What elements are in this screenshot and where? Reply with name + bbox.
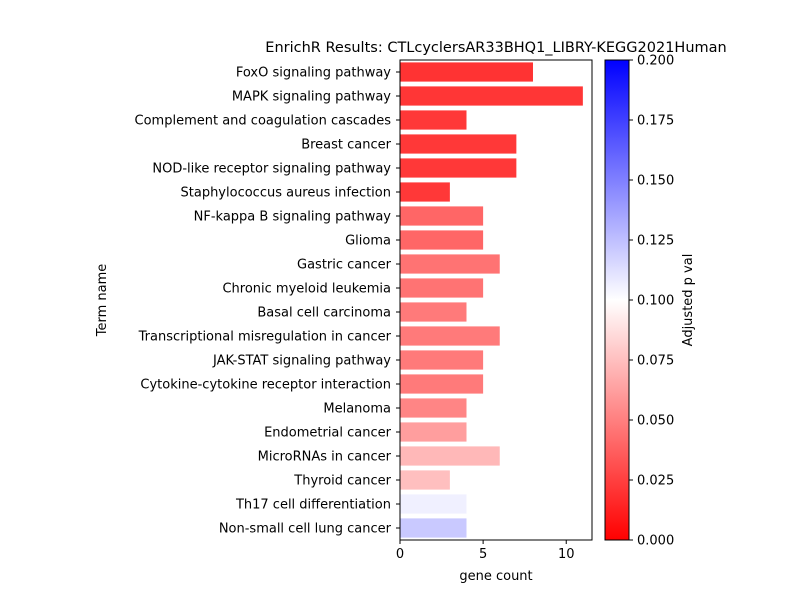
colorbar-tick-label: 0.125 xyxy=(637,234,674,249)
bar xyxy=(400,398,467,418)
term-label: Complement and coagulation cascades xyxy=(135,114,392,129)
x-ticks-group: 0 5 10 xyxy=(396,540,575,562)
colorbar-tick-label: 0.175 xyxy=(637,114,674,129)
term-label: Breast cancer xyxy=(301,138,391,153)
x-tick-label: 0 xyxy=(396,547,404,562)
bar xyxy=(400,86,583,106)
term-label: Basal cell carcinoma xyxy=(257,306,391,321)
term-label: MicroRNAs in cancer xyxy=(258,450,392,465)
bar xyxy=(400,518,467,538)
term-label: Gastric cancer xyxy=(297,258,392,273)
x-tick-label: 5 xyxy=(479,547,487,562)
term-label: Chronic myeloid leukemia xyxy=(222,282,391,297)
term-label: Cytokine-cytokine receptor interaction xyxy=(140,378,391,393)
term-label: NOD-like receptor signaling pathway xyxy=(152,162,391,177)
term-label: Transcriptional misregulation in cancer xyxy=(138,330,392,345)
term-label: Melanoma xyxy=(323,402,391,417)
bars-group xyxy=(400,62,583,538)
chart-title: EnrichR Results: CTLcyclersAR33BHQ1_LIBR… xyxy=(265,40,726,56)
bar xyxy=(400,470,450,490)
colorbar-tick-label: 0.075 xyxy=(637,354,674,369)
colorbar xyxy=(604,59,630,541)
colorbar-ticks-group: 0.000 0.025 0.050 0.075 0.100 0.125 0.150 0.175… xyxy=(629,54,674,549)
bar xyxy=(400,494,467,514)
bar xyxy=(400,230,484,250)
bar xyxy=(400,110,467,130)
colorbar-tick-label: 0.200 xyxy=(637,54,674,69)
bar xyxy=(400,206,484,226)
bar xyxy=(400,134,517,154)
bar xyxy=(400,326,500,346)
term-label: MAPK signaling pathway xyxy=(232,90,391,105)
bar xyxy=(400,158,517,178)
colorbar-tick-label: 0.100 xyxy=(637,294,674,309)
term-label: Thyroid cancer xyxy=(293,474,391,489)
y-axis-label: Term name xyxy=(95,264,110,338)
bar xyxy=(400,62,533,82)
colorbar-tick-label: 0.150 xyxy=(637,174,674,189)
bar xyxy=(400,182,450,202)
x-tick-label: 10 xyxy=(558,547,575,562)
x-axis-label: gene count xyxy=(459,569,532,584)
bar xyxy=(400,446,500,466)
colorbar-tick-label: 0.050 xyxy=(637,414,674,429)
term-label: Th17 cell differentiation xyxy=(235,498,391,513)
bar xyxy=(400,278,484,298)
colorbar-tick-label: 0.025 xyxy=(637,474,674,489)
term-label: JAK-STAT signaling pathway xyxy=(212,354,391,369)
bar xyxy=(400,350,484,370)
bar xyxy=(400,374,484,394)
bar xyxy=(400,422,467,442)
term-label: Glioma xyxy=(345,234,391,249)
term-label: NF-kappa B signaling pathway xyxy=(194,210,392,225)
bar xyxy=(400,254,500,274)
term-label: Endometrial cancer xyxy=(264,426,392,441)
term-label: Staphylococcus aureus infection xyxy=(181,186,392,201)
term-labels-group: FoxO signaling pathway MAPK signaling pat… xyxy=(135,66,400,537)
term-label: Non-small cell lung cancer xyxy=(219,522,392,537)
term-label: FoxO signaling pathway xyxy=(236,66,391,81)
plot-frame xyxy=(399,59,593,541)
bar xyxy=(400,302,467,322)
colorbar-label: Adjusted p val xyxy=(681,254,696,347)
colorbar-tick-label: 0.000 xyxy=(637,534,674,549)
